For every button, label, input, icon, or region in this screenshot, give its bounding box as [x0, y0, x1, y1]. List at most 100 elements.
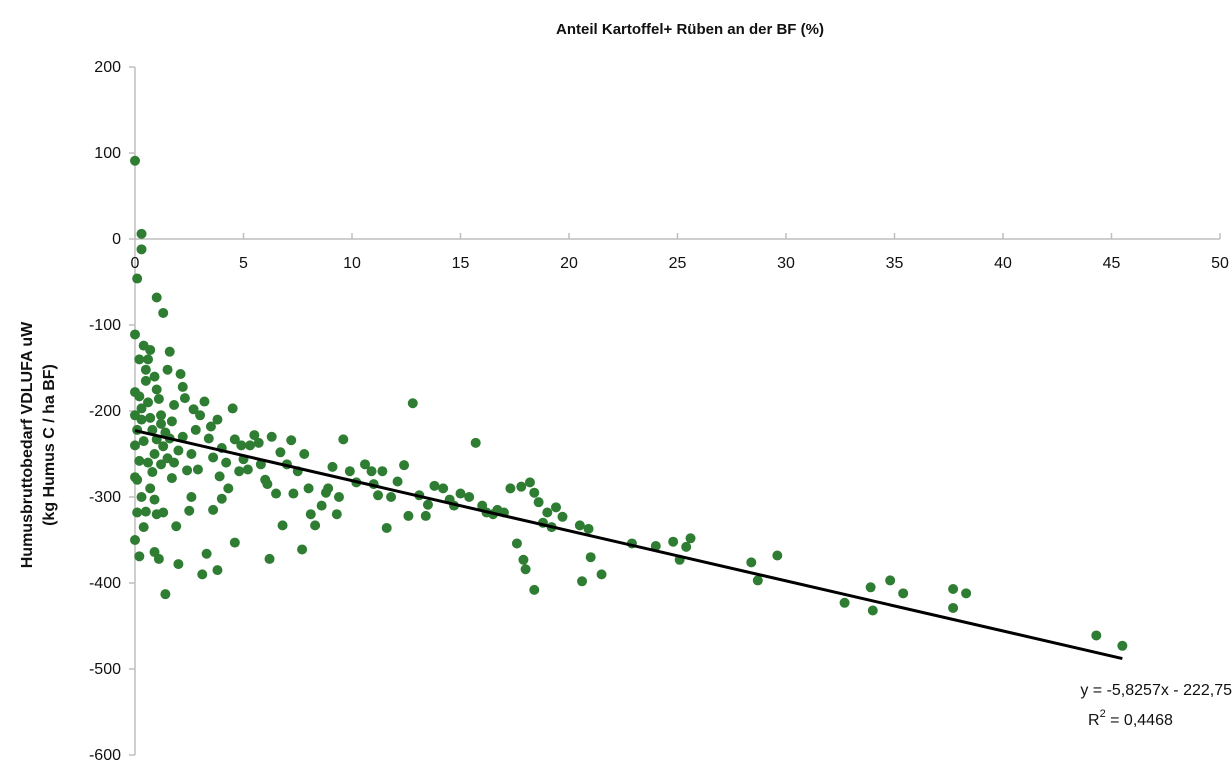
data-point: [249, 430, 260, 441]
data-point: [164, 346, 175, 357]
data-point: [149, 371, 160, 382]
data-point: [266, 431, 277, 442]
data-point: [140, 375, 151, 386]
y-tick-label: -400: [89, 575, 121, 592]
chart-title: Anteil Kartoffel+ Rüben an der BF (%): [556, 21, 824, 38]
data-point: [524, 477, 535, 488]
data-point: [136, 492, 147, 502]
data-point: [153, 553, 164, 564]
data-point: [221, 457, 232, 468]
data-point: [151, 509, 162, 520]
trendline: [134, 429, 1123, 660]
y-tick-label: 100: [94, 145, 121, 162]
data-point: [203, 433, 214, 444]
data-point: [585, 552, 596, 563]
data-point: [151, 384, 162, 395]
data-point: [130, 410, 140, 421]
data-point: [577, 576, 588, 587]
data-point: [145, 412, 156, 423]
data-point: [288, 488, 299, 499]
y-axis-label-line1: Humusbruttobedarf VDLUFA uW: [19, 321, 36, 568]
data-point: [134, 455, 145, 466]
equation-text: y = -5,8257x - 222,75: [1080, 682, 1232, 699]
data-point: [182, 465, 193, 476]
data-point: [132, 507, 143, 518]
x-axis-ticks: 0 5 10 15 20 25 30 35 40 45 50: [131, 233, 1229, 272]
data-point: [143, 397, 154, 408]
data-point: [160, 589, 171, 600]
data-point: [192, 464, 203, 475]
data-point: [173, 559, 184, 570]
data-point: [156, 410, 167, 421]
y-tick-label: -500: [89, 661, 121, 678]
x-tick-label: 40: [994, 255, 1012, 272]
data-point: [190, 424, 201, 435]
data-point: [574, 520, 585, 531]
data-point: [948, 584, 959, 595]
data-point: [685, 533, 696, 544]
data-point: [158, 307, 169, 318]
data-point: [153, 393, 164, 404]
data-point: [134, 354, 145, 365]
data-point: [130, 535, 140, 545]
data-point: [529, 584, 540, 595]
data-point: [138, 436, 149, 447]
data-point: [310, 520, 321, 531]
data-point: [746, 557, 757, 568]
data-point: [186, 449, 197, 459]
data-point: [166, 473, 177, 484]
x-tick-label: 50: [1211, 255, 1229, 272]
data-point: [464, 492, 475, 502]
data-point: [156, 459, 167, 470]
data-point: [650, 541, 661, 552]
data-point: [331, 509, 342, 520]
data-point: [529, 487, 540, 498]
data-point: [596, 569, 607, 580]
data-point: [147, 424, 158, 435]
data-point: [344, 466, 355, 477]
data-point: [407, 398, 418, 409]
data-point: [316, 500, 327, 511]
data-point: [134, 391, 145, 402]
data-point: [470, 437, 481, 448]
data-point: [156, 418, 167, 429]
data-point: [169, 399, 180, 410]
data-point: [171, 521, 182, 532]
data-point: [188, 404, 199, 415]
x-tick-label: 25: [669, 255, 687, 272]
data-point: [422, 499, 433, 510]
data-point: [212, 565, 223, 576]
data-point: [373, 490, 384, 501]
data-point: [166, 416, 177, 427]
data-point: [381, 522, 392, 533]
data-point: [212, 414, 223, 425]
data-point: [366, 466, 377, 477]
data-point: [681, 541, 692, 552]
data-point: [1091, 630, 1102, 641]
data-point: [253, 437, 264, 448]
data-point: [195, 410, 206, 421]
data-point: [327, 461, 338, 472]
data-point: [143, 354, 154, 365]
data-point: [169, 457, 180, 468]
data-point: [557, 511, 568, 522]
data-point: [772, 550, 783, 561]
x-tick-label: 45: [1103, 255, 1121, 272]
y-tick-label: -300: [89, 489, 121, 506]
data-point: [242, 464, 253, 475]
data-point: [223, 483, 234, 494]
data-point: [323, 483, 334, 494]
data-point: [520, 564, 531, 575]
data-point: [1117, 640, 1128, 651]
data-point: [867, 605, 878, 616]
data-point: [208, 452, 219, 463]
x-tick-label: 20: [560, 255, 578, 272]
data-point: [420, 510, 431, 521]
data-point: [140, 364, 151, 375]
data-point: [149, 449, 160, 459]
data-point: [175, 369, 186, 380]
data-point: [149, 494, 160, 505]
data-point: [130, 440, 140, 451]
data-point: [179, 393, 190, 404]
